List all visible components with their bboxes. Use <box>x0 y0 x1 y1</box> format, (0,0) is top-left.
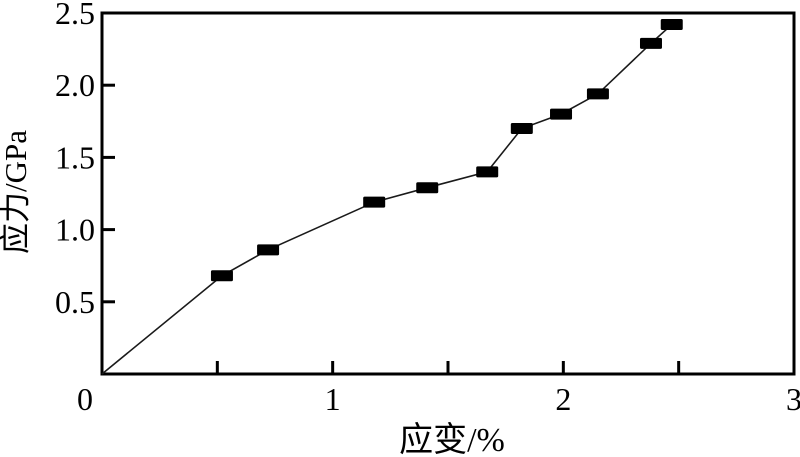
y-tick-label: 1.5 <box>55 139 95 175</box>
data-line <box>101 24 673 375</box>
stress-strain-curve <box>101 24 673 375</box>
x-axis-ticks <box>215 361 681 373</box>
data-point-marker <box>363 196 386 208</box>
x-tick-label: 1 <box>325 381 341 417</box>
data-point-marker <box>586 88 609 100</box>
data-point-marker <box>210 270 233 282</box>
data-point-marker <box>510 123 533 135</box>
x-axis-label: 应变/% <box>399 421 505 457</box>
y-tick-label: 2.5 <box>55 0 95 31</box>
data-point-marker <box>257 244 280 256</box>
y-axis-ticks <box>103 11 115 304</box>
origin-tick-label: 0 <box>77 381 93 417</box>
y-axis-tick-labels: 0.5 1.0 1.5 2.0 2.5 <box>55 0 95 320</box>
y-tick-label: 1.0 <box>55 212 95 248</box>
x-tick-label: 3 <box>786 381 800 417</box>
data-point-marker <box>550 108 573 120</box>
y-tick-label: 2.0 <box>55 67 95 103</box>
data-point-marker <box>660 19 683 31</box>
data-markers <box>210 19 683 282</box>
y-axis-label: 应力/GPa <box>0 130 33 254</box>
plot-border <box>100 11 796 376</box>
data-point-marker <box>416 182 439 194</box>
x-tick-label: 2 <box>555 381 571 417</box>
data-point-marker <box>639 37 662 49</box>
y-tick-label: 0.5 <box>55 284 95 320</box>
data-point-marker <box>476 166 499 178</box>
x-axis-tick-labels: 1 2 3 <box>325 381 800 417</box>
